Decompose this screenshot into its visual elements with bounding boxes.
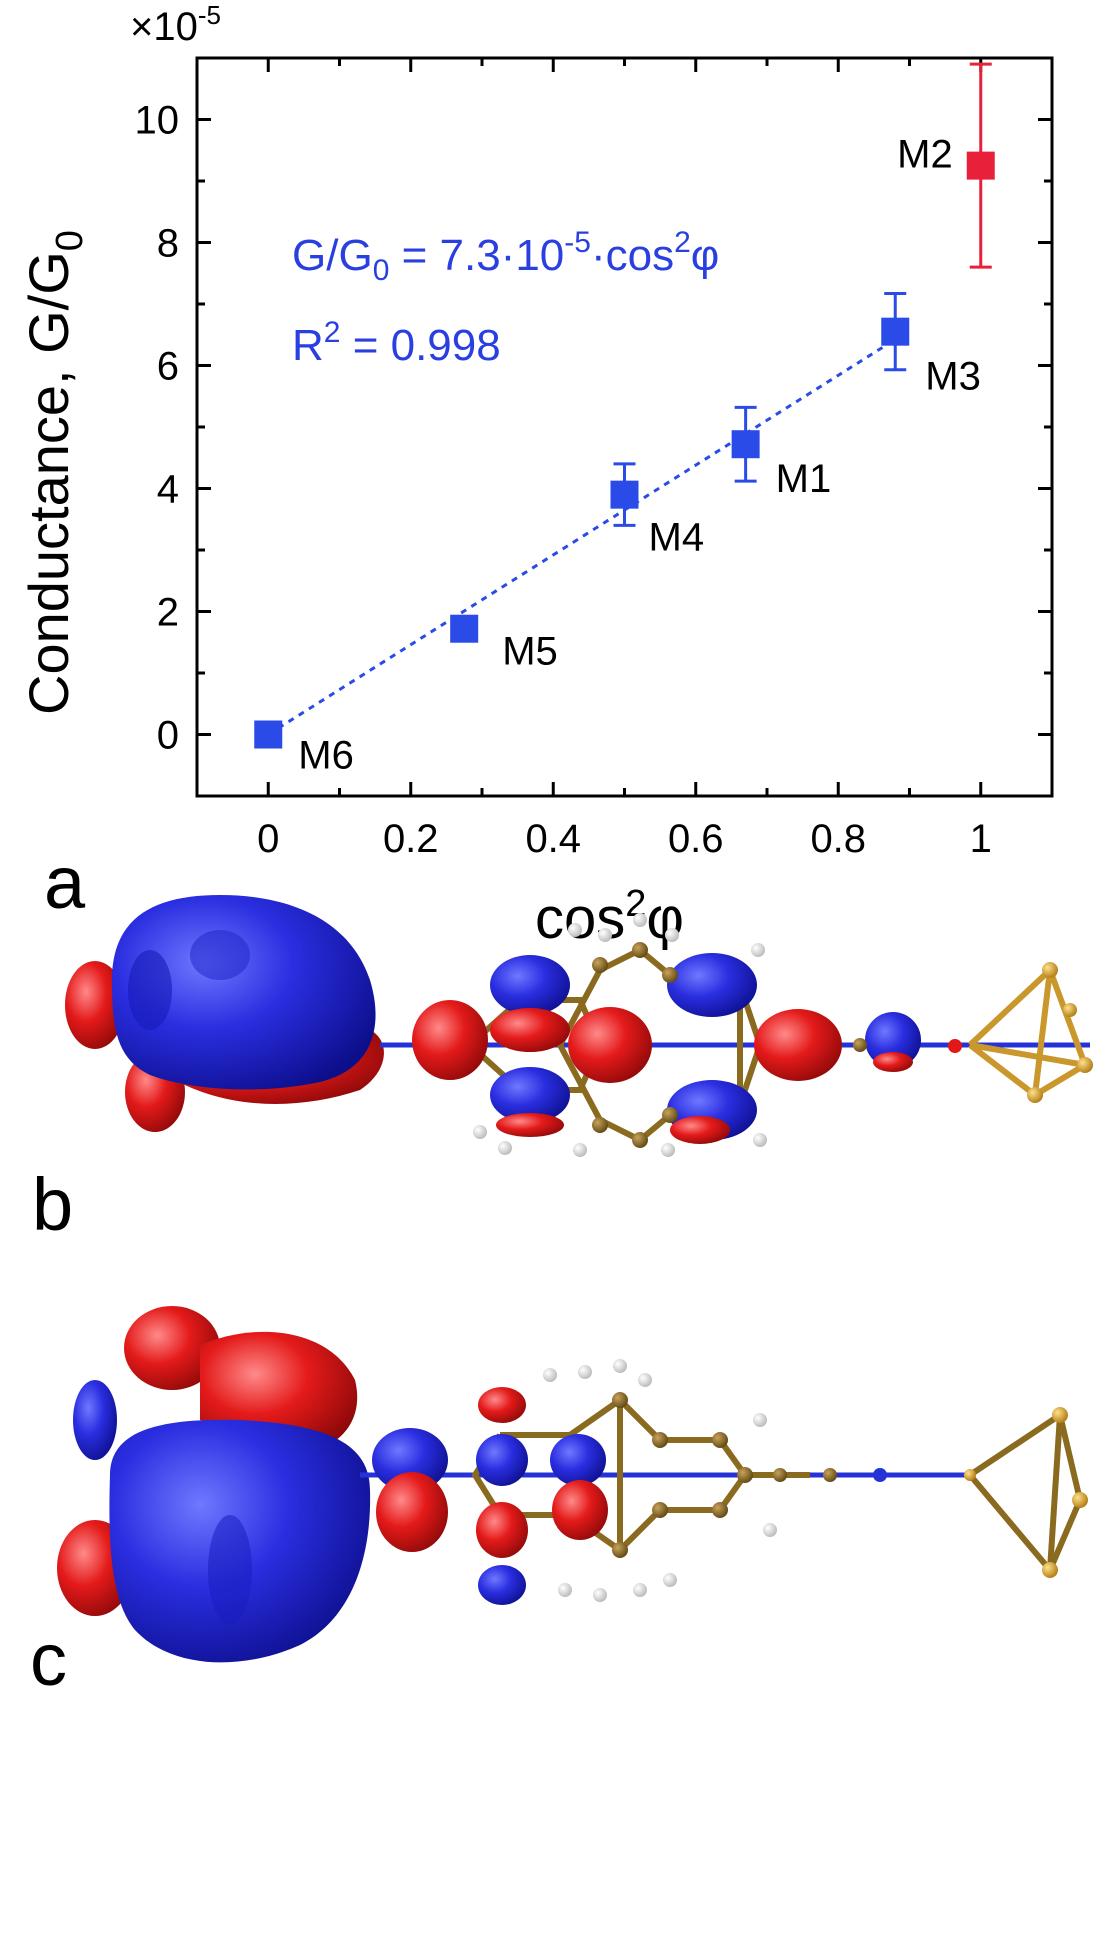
atoms (473, 913, 867, 1157)
red-lobe (754, 1009, 842, 1081)
blue-lobe (865, 1012, 921, 1068)
x-tick-label: 0.6 (668, 817, 724, 861)
panel-label-c: c (30, 1618, 67, 1701)
blue-lobe (550, 1434, 606, 1486)
x-axis-label: cos2φ (535, 883, 684, 951)
data-point-m1 (731, 430, 760, 459)
axis-ticks (195, 56, 1054, 798)
y-tick-labels: 0 2 4 6 8 10 (135, 99, 180, 758)
blue-lobe (478, 1565, 526, 1605)
blue-lobe (476, 1434, 528, 1486)
y-tick-label: 4 (157, 468, 179, 512)
blue-lobe (490, 955, 570, 1015)
y-tick-label: 2 (157, 591, 179, 635)
y-tick-label: 0 (157, 714, 179, 758)
point-label-m2: M2 (897, 133, 953, 177)
red-lobe (670, 1116, 730, 1144)
fit-line (267, 338, 897, 736)
x-tick-label: 0.2 (383, 817, 439, 861)
data-points (254, 151, 995, 749)
conductance-chart: 0 2 4 6 8 10 0 0.2 0.4 0.6 0.8 1 M6 M5 M4 M1 M3 M2 ×10-… (17, 0, 1054, 951)
red-lobe (124, 1306, 220, 1390)
orbital-panel-b: b (32, 895, 1093, 1246)
data-point-m5 (450, 614, 479, 643)
panel-label-a: a (44, 841, 86, 924)
r-squared: R2 = 0.998 (292, 316, 501, 370)
atoms (543, 1359, 887, 1602)
x-tick-label: 0.4 (525, 817, 581, 861)
blue-lobe (73, 1380, 117, 1460)
atom (948, 1039, 962, 1053)
red-lobe (478, 1387, 526, 1423)
y-tick-label: 6 (157, 345, 179, 389)
x-tick-label: 1 (970, 817, 992, 861)
red-lobe (65, 961, 125, 1049)
blue-lobe (667, 953, 757, 1017)
blue-lobe (372, 1428, 448, 1492)
red-lobe (552, 1480, 608, 1540)
data-point-m4 (610, 480, 639, 509)
blue-lobe-shade (190, 930, 250, 980)
y-axis-label: Conductance, G/G0 (17, 230, 91, 715)
blue-lobe (490, 1067, 570, 1123)
blue-lobe-shade (128, 950, 172, 1030)
point-labels: M6 M5 M4 M1 M3 M2 (298, 133, 981, 778)
red-lobe (490, 1008, 570, 1052)
blue-lobe (111, 895, 376, 1090)
point-label-m4: M4 (649, 516, 705, 560)
red-lobe (568, 1007, 652, 1083)
x-tick-labels: 0 0.2 0.4 0.6 0.8 1 (257, 817, 992, 861)
point-label-m3: M3 (925, 355, 981, 399)
x-tick-label: 0 (257, 817, 279, 861)
y-multiplier: ×10-5 (130, 0, 221, 49)
red-lobe (496, 1113, 564, 1137)
red-lobe (873, 1052, 913, 1072)
red-lobe (376, 1472, 448, 1552)
gold-atoms (964, 1407, 1088, 1578)
fit-equation: G/G0 = 7.3·10-5·cos2φ (292, 226, 719, 287)
data-point-m3 (881, 317, 910, 346)
blue-lobe-shade (208, 1515, 252, 1625)
point-label-m6: M6 (298, 734, 354, 778)
gold-atoms (1027, 962, 1093, 1103)
red-lobe (412, 1000, 488, 1080)
gold-cluster (967, 964, 1089, 1099)
panel-label-b: b (32, 1163, 73, 1246)
data-point-m2 (966, 151, 995, 180)
point-label-m1: M1 (776, 457, 832, 501)
point-label-m5: M5 (502, 630, 558, 674)
x-tick-label: 0.8 (810, 817, 866, 861)
molecule-bonds (360, 1396, 1084, 1576)
data-point-m6 (254, 720, 283, 749)
red-lobe (476, 1502, 528, 1558)
y-tick-label: 10 (135, 99, 180, 143)
y-tick-label: 8 (157, 222, 179, 266)
orbital-panel-c: c (30, 1306, 1088, 1701)
